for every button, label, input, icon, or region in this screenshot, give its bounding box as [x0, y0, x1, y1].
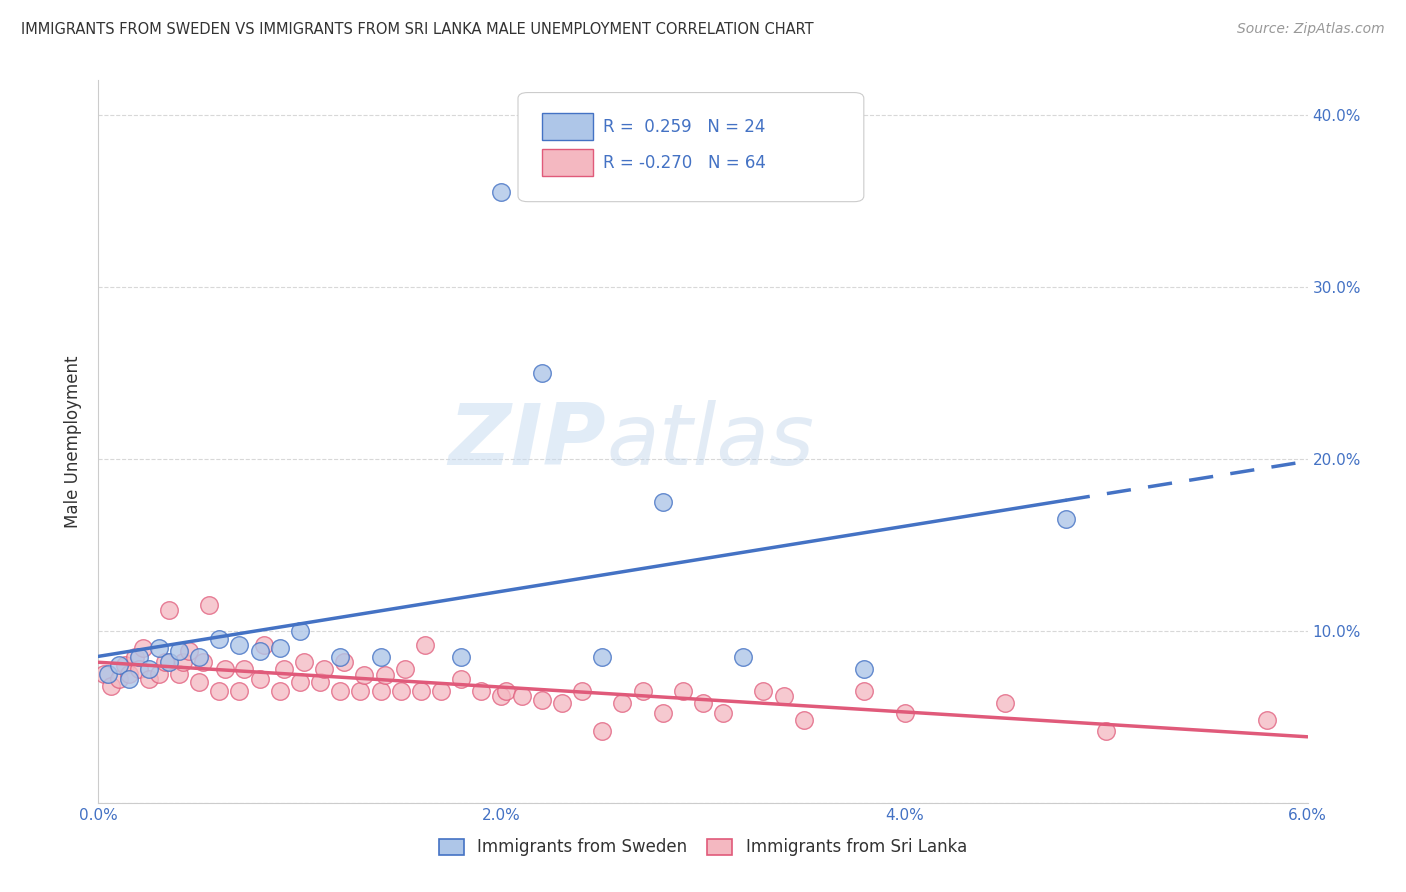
Point	[288, 624, 311, 638]
Point	[893, 706, 915, 721]
Point	[491, 689, 513, 703]
Point	[157, 655, 180, 669]
Text: ZIP: ZIP	[449, 400, 606, 483]
FancyBboxPatch shape	[543, 112, 593, 140]
Point	[138, 672, 160, 686]
Point	[1054, 512, 1077, 526]
Point	[97, 666, 120, 681]
Point	[413, 638, 436, 652]
Point	[118, 666, 141, 681]
Point	[128, 649, 150, 664]
Point	[370, 684, 392, 698]
Point	[333, 655, 356, 669]
Point	[530, 366, 553, 380]
Point	[430, 684, 453, 698]
Point	[114, 658, 136, 673]
Text: atlas: atlas	[606, 400, 814, 483]
Point	[107, 672, 129, 686]
Point	[612, 696, 634, 710]
Point	[157, 603, 180, 617]
Point	[208, 632, 231, 647]
Point	[188, 675, 211, 690]
Point	[394, 662, 416, 676]
Point	[530, 692, 553, 706]
Point	[128, 662, 150, 676]
Point	[100, 679, 122, 693]
Point	[510, 689, 533, 703]
Point	[752, 684, 775, 698]
FancyBboxPatch shape	[543, 149, 593, 177]
Point	[672, 684, 695, 698]
Point	[292, 655, 315, 669]
Point	[591, 723, 613, 738]
Point	[188, 649, 211, 664]
Point	[551, 696, 574, 710]
Point	[167, 666, 190, 681]
Point	[631, 684, 654, 698]
Point	[118, 672, 141, 686]
Text: R =  0.259   N = 24: R = 0.259 N = 24	[603, 118, 765, 136]
Point	[124, 649, 146, 664]
Point	[711, 706, 734, 721]
Point	[353, 668, 375, 682]
Point	[132, 640, 155, 655]
Point	[93, 666, 115, 681]
Point	[172, 655, 194, 669]
Point	[994, 696, 1017, 710]
Point	[374, 668, 396, 682]
Point	[214, 662, 236, 676]
Point	[228, 684, 250, 698]
Point	[370, 649, 392, 664]
Text: R = -0.270   N = 64: R = -0.270 N = 64	[603, 153, 765, 171]
Point	[651, 706, 673, 721]
Point	[470, 684, 492, 698]
Point	[208, 684, 231, 698]
Point	[772, 689, 794, 703]
Point	[495, 684, 517, 698]
Point	[138, 662, 160, 676]
Point	[309, 675, 332, 690]
Point	[591, 649, 613, 664]
Point	[273, 662, 295, 676]
Point	[153, 655, 176, 669]
Y-axis label: Male Unemployment: Male Unemployment	[65, 355, 83, 528]
Point	[288, 675, 311, 690]
Point	[198, 598, 221, 612]
Point	[329, 649, 352, 664]
Point	[329, 684, 352, 698]
Point	[179, 644, 201, 658]
Point	[491, 185, 513, 199]
Point	[232, 662, 254, 676]
Point	[269, 684, 291, 698]
FancyBboxPatch shape	[517, 93, 863, 202]
Point	[450, 649, 472, 664]
Point	[228, 638, 250, 652]
Point	[651, 494, 673, 508]
Point	[571, 684, 593, 698]
Point	[692, 696, 714, 710]
Point	[733, 649, 755, 664]
Point	[249, 644, 271, 658]
Point	[853, 662, 876, 676]
Point	[793, 713, 815, 727]
Point	[193, 655, 215, 669]
Point	[389, 684, 412, 698]
Point	[148, 666, 170, 681]
Point	[314, 662, 336, 676]
Point	[1256, 713, 1278, 727]
Point	[853, 684, 876, 698]
Point	[167, 644, 190, 658]
Point	[349, 684, 371, 698]
Point	[249, 672, 271, 686]
Point	[253, 638, 276, 652]
Point	[269, 640, 291, 655]
Point	[450, 672, 472, 686]
Text: Source: ZipAtlas.com: Source: ZipAtlas.com	[1237, 22, 1385, 37]
Legend: Immigrants from Sweden, Immigrants from Sri Lanka: Immigrants from Sweden, Immigrants from …	[432, 831, 974, 863]
Point	[409, 684, 432, 698]
Text: IMMIGRANTS FROM SWEDEN VS IMMIGRANTS FROM SRI LANKA MALE UNEMPLOYMENT CORRELATIO: IMMIGRANTS FROM SWEDEN VS IMMIGRANTS FRO…	[21, 22, 814, 37]
Point	[107, 658, 129, 673]
Point	[1095, 723, 1118, 738]
Point	[148, 640, 170, 655]
